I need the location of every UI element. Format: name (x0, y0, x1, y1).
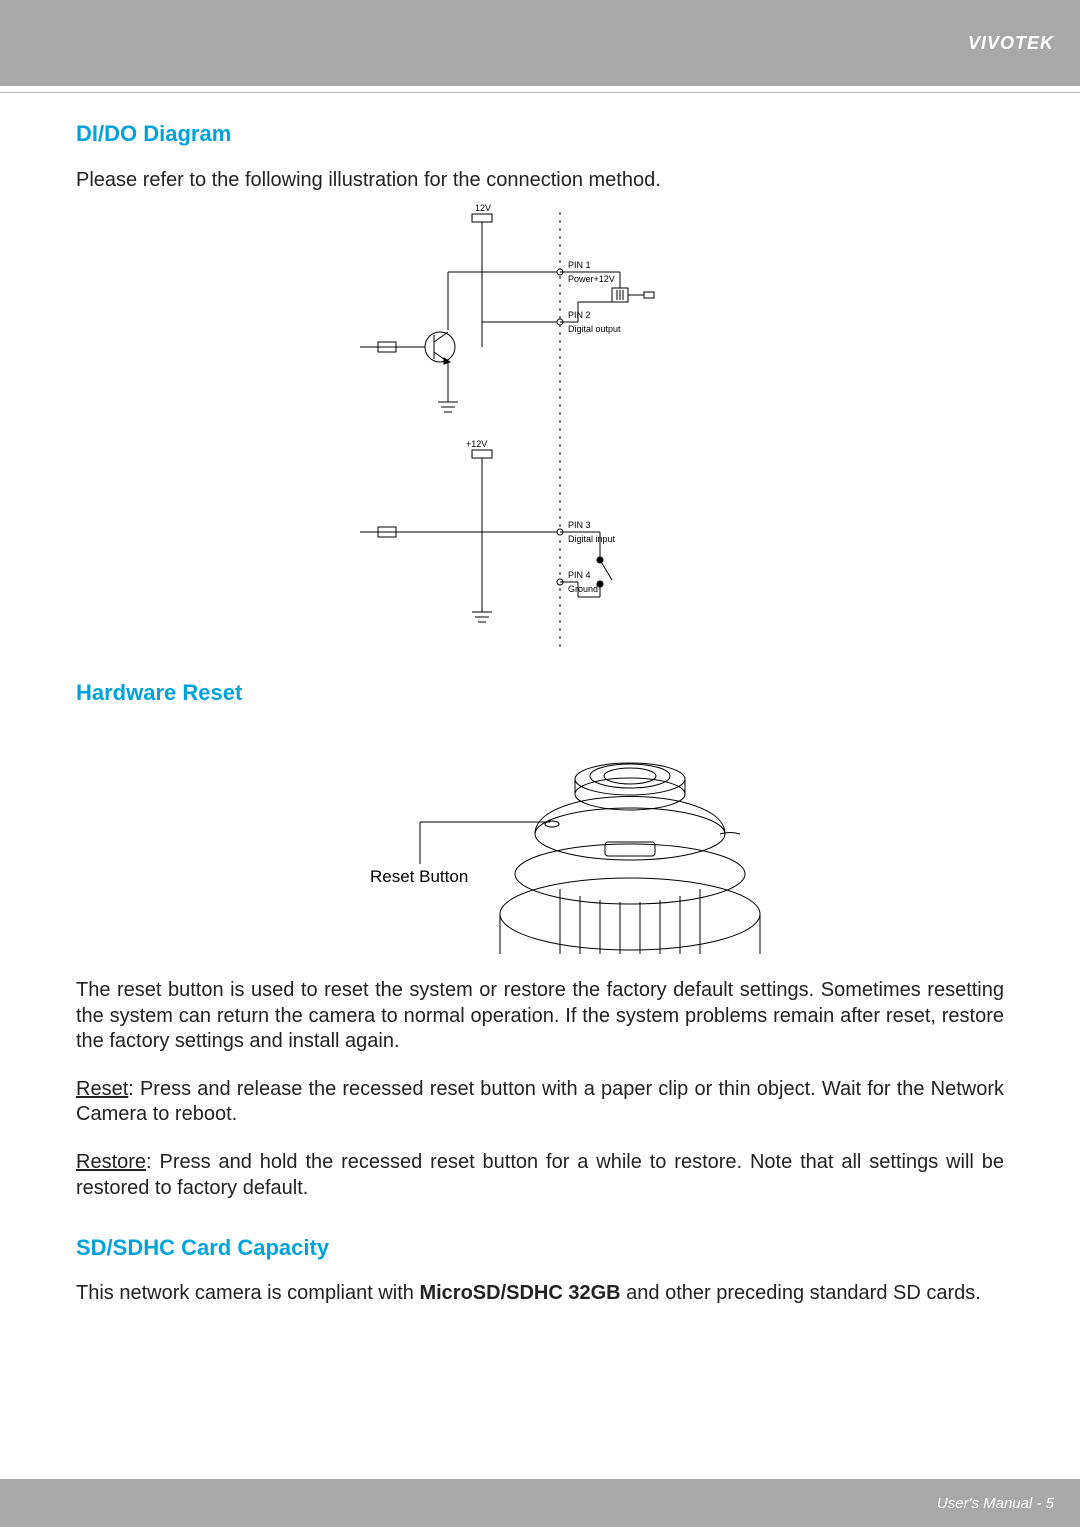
label-pin2a: PIN 2 (568, 310, 591, 320)
camera-svg: Reset Button (260, 724, 820, 954)
label-pin1a: PIN 1 (568, 260, 591, 270)
restore-lead: Restore (76, 1151, 146, 1173)
camera-illustration: Reset Button (76, 724, 1004, 954)
label-pin3a: PIN 3 (568, 520, 591, 530)
restore-body: : Press and hold the recessed reset butt… (76, 1151, 1004, 1199)
label-12v-mid: +12V (466, 439, 487, 449)
label-pin4a: PIN 4 (568, 570, 591, 580)
hw-title: Hardware Reset (76, 680, 1004, 706)
sd-body-post: and other preceding standard SD cards. (621, 1282, 981, 1304)
sd-body-bold: MicroSD/SDHC 32GB (419, 1282, 620, 1304)
reset-lead: Reset (76, 1078, 128, 1100)
brand-label: VIVOTEK (968, 33, 1054, 54)
dido-title: DI/DO Diagram (76, 121, 1004, 147)
label-pin3b: Digital input (568, 534, 616, 544)
dido-intro: Please refer to the following illustrati… (76, 169, 1004, 192)
dido-diagram-svg: 12V +12V PIN 1 Power+12V PIN 2 Digital o… (330, 202, 750, 662)
label-pin4b: Ground (568, 584, 598, 594)
reset-button-label: Reset Button (370, 867, 468, 886)
sd-paragraph: This network camera is compliant with Mi… (76, 1281, 1004, 1307)
footer-bar: User's Manual - 5 (0, 1479, 1080, 1527)
label-pin1b: Power+12V (568, 274, 615, 284)
header-bar: VIVOTEK (0, 0, 1080, 86)
footer-label: User's Manual - 5 (937, 1495, 1054, 1512)
hw-reset-paragraph: Reset: Press and release the recessed re… (76, 1077, 1004, 1128)
label-pin2b: Digital output (568, 324, 621, 334)
hw-paragraph-1: The reset button is used to reset the sy… (76, 978, 1004, 1055)
sd-title: SD/SDHC Card Capacity (76, 1235, 1004, 1261)
hw-restore-paragraph: Restore: Press and hold the recessed res… (76, 1150, 1004, 1201)
dido-diagram: 12V +12V PIN 1 Power+12V PIN 2 Digital o… (76, 202, 1004, 662)
content-area: DI/DO Diagram Please refer to the follow… (0, 93, 1080, 1307)
label-12v-top: 12V (475, 203, 491, 213)
sd-body-pre: This network camera is compliant with (76, 1282, 419, 1304)
reset-body: : Press and release the recessed reset b… (76, 1078, 1004, 1126)
page: VIVOTEK DI/DO Diagram Please refer to th… (0, 0, 1080, 1527)
